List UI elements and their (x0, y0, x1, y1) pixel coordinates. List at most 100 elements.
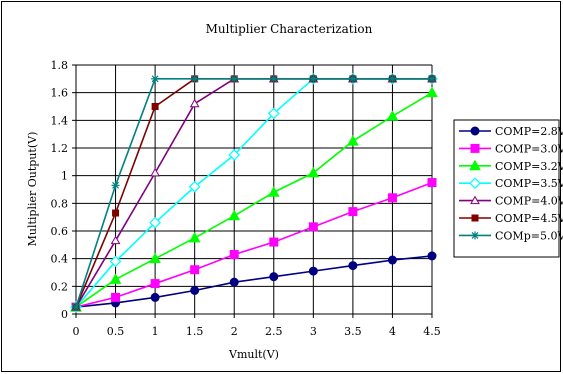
data-point (110, 235, 121, 245)
legend-label: COMP=4.0V (495, 195, 563, 208)
data-point (309, 74, 318, 83)
chart-title: Multiplier Characterization (206, 22, 373, 36)
x-tick-label: 2.5 (265, 325, 283, 338)
x-tick-label: 3.5 (344, 325, 362, 338)
data-point (151, 74, 160, 83)
legend-item: COMP=4.0V (459, 195, 563, 208)
legend-label: COMP=3.0V (495, 142, 563, 155)
y-tick-label: 0.2 (51, 280, 69, 293)
legend-marker (470, 195, 480, 205)
data-point (150, 167, 160, 177)
y-tick-label: 1 (61, 170, 68, 183)
data-point (267, 107, 280, 120)
data-point (426, 86, 438, 98)
y-tick-labels: 0 0.2 0.4 0.6 0.8 1 1.2 1.4 1.6 1.8 (51, 59, 69, 321)
data-point (190, 74, 199, 83)
x-tick-label: 0.5 (107, 325, 125, 338)
legend-marker (471, 214, 479, 222)
legend-item: COMp=5.0V (459, 229, 563, 242)
legend-label: COMp=5.0V (495, 229, 563, 242)
data-point (111, 181, 120, 190)
data-point (307, 166, 320, 178)
y-tick-label: 0.8 (51, 197, 69, 210)
data-point (149, 252, 161, 264)
data-point (228, 149, 241, 161)
data-point (387, 255, 397, 265)
axes (72, 64, 433, 318)
data-point (229, 250, 239, 260)
y-tick-label: 0.6 (51, 225, 69, 238)
data-point (150, 279, 160, 289)
x-tick-label: 1.5 (186, 325, 204, 338)
legend-marker (470, 143, 480, 153)
data-point (151, 103, 159, 110)
legend-label: COMP=3.5V (495, 177, 563, 190)
data-point (109, 273, 122, 284)
series-7 (72, 74, 436, 312)
data-point (387, 193, 397, 203)
x-tick-label: 2 (231, 325, 238, 338)
data-point (112, 209, 120, 217)
x-tick-label: 0 (73, 325, 80, 338)
data-point (188, 231, 201, 243)
data-point (229, 277, 239, 287)
data-point (188, 180, 201, 193)
legend-label: COMP=3.2V (495, 160, 563, 173)
legend-item: COMP=3.5V (459, 177, 563, 190)
series-line (75, 78, 432, 308)
data-point (150, 292, 160, 302)
legend-item: COMP=4.5V (459, 212, 563, 225)
y-tick-label: 1.8 (51, 59, 69, 72)
data-point (189, 98, 200, 108)
data-point (269, 272, 279, 282)
legend-item: COMP=3.0V (459, 142, 563, 155)
legend: COMP=2.8V COMP=3.0V COMP=3.2V COMP=3.5V COMP… (453, 119, 563, 258)
y-tick-label: 1.6 (51, 87, 69, 100)
data-point (348, 74, 357, 83)
x-tick-label: 4 (389, 325, 396, 338)
series-line (75, 91, 433, 308)
data-point (111, 292, 121, 302)
x-tick-labels: 0 0.5 1 1.5 2 2.5 3 3.5 4 4.5 (73, 325, 441, 338)
y-tick-label: 1.4 (51, 114, 69, 127)
series-line (75, 181, 433, 308)
data-point (348, 261, 358, 271)
legend-item: COMP=3.2V (459, 159, 563, 173)
data-point (149, 216, 161, 229)
legend-marker (469, 159, 481, 171)
data-point (190, 285, 200, 295)
data-point (347, 135, 359, 146)
y-tick-label: 0.4 (51, 253, 69, 266)
data-point (388, 74, 397, 83)
legend-marker (470, 126, 480, 136)
x-tick-label: 4.5 (423, 325, 441, 338)
data-point (269, 237, 279, 247)
data-point (308, 222, 318, 232)
data-point (267, 186, 280, 197)
legend-marker (469, 177, 481, 190)
data-point (428, 74, 436, 83)
data-point (386, 110, 399, 121)
data-point (109, 255, 122, 268)
data-point (427, 251, 437, 261)
legend-label: COMP=2.8V (495, 125, 563, 138)
legend-label: COMP=4.5V (495, 212, 563, 225)
series-line (75, 255, 433, 308)
data-point (190, 265, 200, 275)
series-layer (70, 72, 438, 313)
data-point (230, 74, 239, 83)
data-point (348, 207, 358, 217)
data-point (427, 178, 437, 188)
legend-box (453, 119, 560, 258)
data-point (72, 303, 80, 312)
legend-marker (471, 231, 479, 240)
data-point (228, 209, 241, 221)
x-axis-title: Vmult(V) (228, 348, 279, 361)
legend-item: COMP=2.8V (459, 125, 563, 138)
y-tick-label: 0 (61, 308, 68, 321)
x-tick-label: 3 (310, 325, 317, 338)
y-tick-label: 1.2 (51, 142, 69, 155)
y-axis-title: Multiplier Output(V) (26, 132, 39, 247)
